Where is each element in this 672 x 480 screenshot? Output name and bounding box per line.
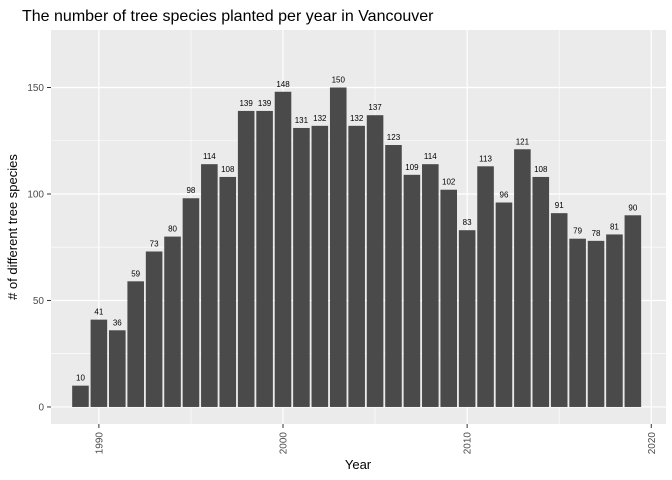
bar-value-label: 114 — [203, 152, 216, 161]
bar — [256, 110, 273, 407]
bar-value-label: 123 — [387, 133, 401, 142]
y-tick-label: 150 — [27, 83, 44, 94]
y-axis-title: # of different tree species — [5, 154, 20, 300]
bar-value-label: 80 — [168, 225, 177, 234]
bar — [569, 238, 586, 407]
bar — [624, 215, 642, 407]
bar-value-label: 131 — [295, 116, 309, 125]
bar — [495, 202, 513, 407]
bar-value-label: 36 — [113, 318, 122, 327]
bar — [145, 251, 163, 407]
y-tick-label: 0 — [38, 402, 44, 413]
bar-value-label: 108 — [534, 165, 548, 174]
bar-value-label: 132 — [313, 114, 327, 123]
bar — [550, 213, 568, 407]
chart-title: The number of tree species planted per y… — [22, 8, 434, 25]
bar — [403, 174, 421, 407]
bar — [201, 164, 218, 407]
bar — [606, 234, 623, 407]
bar — [514, 149, 531, 407]
bars — [72, 87, 642, 407]
bar — [311, 125, 329, 407]
x-axis: 1990 2000 2010 2020 — [94, 424, 658, 455]
x-axis-title: Year — [345, 457, 372, 472]
bar-value-label: 139 — [258, 99, 272, 108]
bar-value-label: 59 — [131, 269, 140, 278]
bar-value-label: 121 — [516, 137, 530, 146]
bar-value-label: 91 — [555, 201, 564, 210]
bar-value-labels: 10 41 36 59 73 80 98 114 108 139 139 148 131 132 150 13… — [76, 76, 638, 383]
bar — [219, 176, 237, 407]
bar — [293, 127, 310, 407]
bar — [72, 385, 89, 407]
bar-value-label: 73 — [150, 239, 159, 248]
y-tick-label: 50 — [33, 296, 45, 307]
x-tick-label: 2010 — [463, 432, 474, 455]
bar — [458, 230, 476, 407]
bar — [348, 125, 365, 407]
bar-value-label: 90 — [628, 203, 637, 212]
bar-value-label: 79 — [573, 227, 582, 236]
bar — [127, 281, 144, 407]
bar-value-label: 83 — [463, 218, 472, 227]
bar — [385, 145, 402, 407]
bar-value-label: 109 — [405, 163, 419, 172]
bar — [182, 198, 200, 407]
bar-value-label: 108 — [221, 165, 235, 174]
bar-value-label: 150 — [332, 76, 346, 85]
y-tick-label: 100 — [27, 189, 44, 200]
bar — [477, 166, 494, 407]
bar-value-label: 96 — [500, 191, 509, 200]
bar — [366, 115, 384, 407]
x-tick-label: 1990 — [94, 432, 105, 455]
bar — [329, 87, 347, 407]
bar-value-label: 132 — [350, 114, 364, 123]
bar-value-label: 113 — [479, 154, 492, 163]
bar — [422, 164, 439, 407]
bar — [109, 330, 126, 407]
bar-value-label: 98 — [186, 186, 195, 195]
bar — [90, 319, 108, 407]
bar — [164, 236, 181, 407]
x-tick-label: 2000 — [279, 432, 290, 455]
bar-value-label: 139 — [239, 99, 253, 108]
bar-value-label: 137 — [368, 103, 382, 112]
bar-value-label: 81 — [610, 222, 619, 231]
bar — [440, 189, 458, 407]
bar-value-label: 102 — [442, 178, 456, 187]
bar-value-label: 41 — [94, 308, 103, 317]
bar-value-label: 78 — [592, 229, 601, 238]
bar-value-label: 114 — [424, 152, 437, 161]
bar-value-label: 148 — [276, 80, 290, 89]
bar-value-label: 10 — [76, 374, 85, 383]
bar — [587, 240, 605, 407]
bar — [532, 176, 550, 407]
y-axis: 0 50 100 150 — [27, 83, 51, 413]
bar — [274, 91, 292, 407]
x-tick-label: 2020 — [647, 432, 658, 455]
bar — [237, 110, 255, 407]
